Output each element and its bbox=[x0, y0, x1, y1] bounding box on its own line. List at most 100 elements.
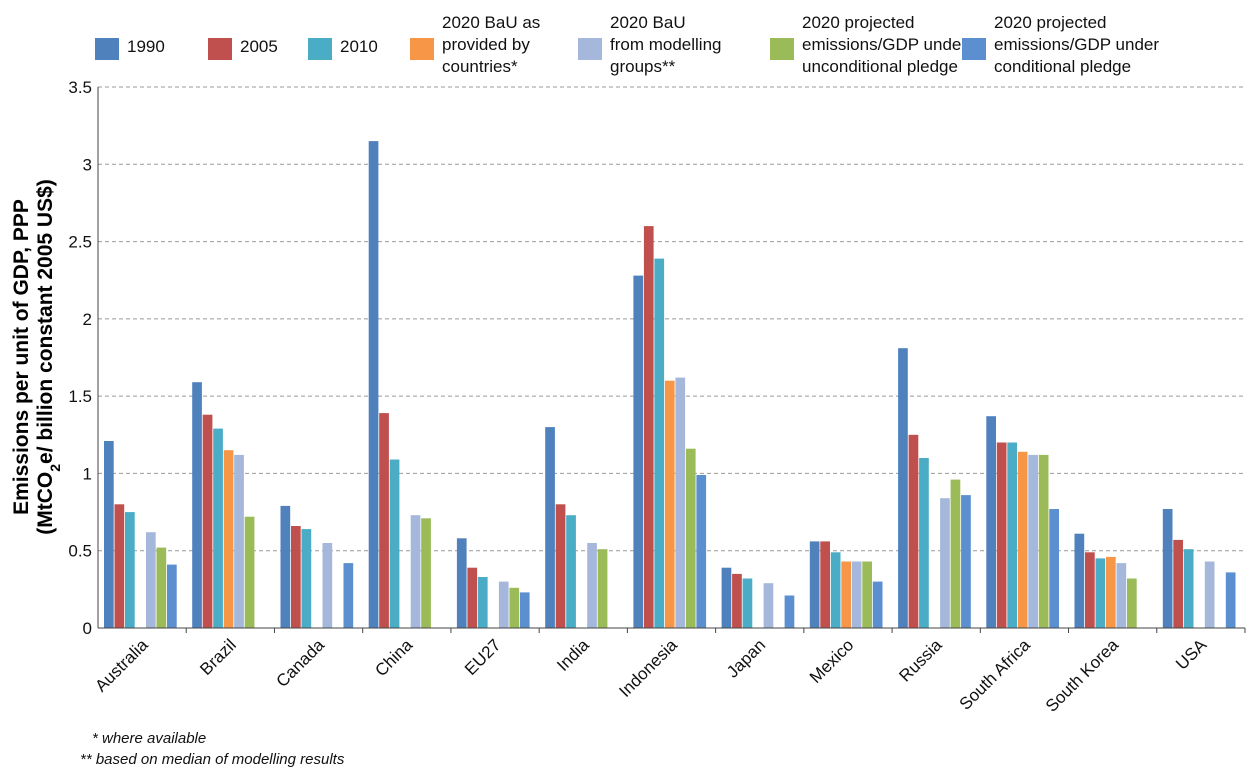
legend-swatch bbox=[962, 38, 986, 60]
legend-label: 2020 projected emissions/GDP under condi… bbox=[994, 13, 1160, 76]
x-tick-label: India bbox=[553, 635, 593, 675]
bar bbox=[1127, 578, 1137, 628]
bar bbox=[643, 226, 654, 628]
bar bbox=[919, 458, 929, 628]
footnote-median: ** based on median of modelling results bbox=[80, 751, 345, 768]
legend-label: 1990 bbox=[127, 37, 165, 56]
legend-item: 2020 projected emissions/GDP under uncon… bbox=[770, 12, 967, 78]
bar bbox=[763, 583, 774, 628]
x-axis: Australia Brazil Canada China EU27 India Indon… bbox=[91, 627, 1246, 716]
y-tick-label: 3.5 bbox=[68, 78, 92, 97]
bar bbox=[1007, 442, 1017, 628]
x-tick-label: Indonesia bbox=[615, 635, 681, 701]
x-tick-label: Australia bbox=[91, 635, 152, 696]
legend-item: 1990 bbox=[95, 36, 165, 60]
x-tick-label: Canada bbox=[272, 635, 328, 691]
legend: 1990 2005 2010 2020 BaU as provided by coun… bbox=[0, 8, 1253, 88]
bar bbox=[1085, 552, 1095, 628]
bar bbox=[1183, 549, 1194, 628]
bar bbox=[202, 414, 213, 628]
bar bbox=[343, 563, 354, 628]
bar bbox=[213, 428, 223, 628]
bar bbox=[192, 382, 202, 628]
bar bbox=[721, 567, 732, 628]
bar bbox=[742, 578, 753, 628]
y-axis: 0 0.5 1 1.5 2 2.5 3 3.5 bbox=[68, 78, 99, 638]
x-tick-label: Mexico bbox=[806, 635, 858, 687]
bar bbox=[104, 441, 114, 628]
bar bbox=[1162, 509, 1173, 628]
bar bbox=[696, 475, 707, 628]
bar bbox=[1028, 454, 1038, 628]
bar bbox=[664, 380, 675, 628]
bar bbox=[146, 532, 156, 628]
bar bbox=[509, 587, 520, 628]
bar bbox=[996, 442, 1007, 628]
bar bbox=[841, 561, 851, 628]
bar bbox=[830, 552, 841, 628]
y-tick-label: 0 bbox=[83, 619, 92, 638]
y-tick-label: 1 bbox=[83, 464, 92, 483]
bar bbox=[675, 377, 686, 628]
bar bbox=[1225, 572, 1236, 628]
x-tick-label: EU27 bbox=[461, 635, 505, 679]
bar bbox=[545, 427, 555, 628]
legend-label: 2010 bbox=[340, 37, 378, 56]
bar bbox=[1116, 563, 1127, 628]
y-tick-label: 2 bbox=[83, 310, 92, 329]
y-tick-label: 3 bbox=[83, 155, 92, 174]
y-axis-title-prefix: (MtCO bbox=[34, 472, 57, 535]
y-axis-title-line1: Emissions per unit of GDP, PPP bbox=[10, 199, 33, 515]
bar bbox=[519, 592, 530, 628]
bar bbox=[908, 434, 919, 628]
legend-swatch bbox=[95, 38, 119, 60]
bar bbox=[961, 495, 971, 628]
bar bbox=[379, 413, 389, 628]
y-tick-label: 1.5 bbox=[68, 387, 92, 406]
legend-item: 2020 projected emissions/GDP under condi… bbox=[962, 12, 1159, 78]
gridlines bbox=[98, 86, 1245, 552]
bar bbox=[555, 504, 566, 628]
bar bbox=[301, 529, 312, 628]
bar bbox=[950, 479, 961, 628]
legend-swatch bbox=[410, 38, 434, 60]
bar bbox=[986, 416, 996, 628]
bar bbox=[368, 141, 379, 628]
bar bbox=[872, 581, 883, 628]
bar bbox=[898, 348, 908, 628]
x-tick-label: USA bbox=[1172, 635, 1211, 674]
y-tick-label: 0.5 bbox=[68, 542, 92, 561]
bar bbox=[389, 459, 400, 628]
x-tick-label: South Africa bbox=[956, 635, 1035, 714]
bar bbox=[477, 577, 488, 628]
y-axis-title-subscript: 2 bbox=[47, 464, 63, 472]
bar bbox=[322, 543, 333, 628]
bar bbox=[732, 573, 742, 628]
bar bbox=[940, 498, 950, 628]
bar bbox=[167, 564, 177, 628]
bar bbox=[1049, 509, 1059, 628]
bar bbox=[685, 448, 696, 628]
legend-swatch bbox=[208, 38, 232, 60]
y-axis-title-line2: (MtCO2e/ billion constant 2005 US$) bbox=[34, 179, 63, 535]
y-axis-title-suffix: e/ billion constant 2005 US$) bbox=[34, 179, 57, 464]
bar bbox=[566, 515, 576, 628]
bar bbox=[654, 258, 665, 628]
bar bbox=[784, 595, 795, 628]
bar bbox=[223, 450, 234, 628]
y-axis-title: Emissions per unit of GDP, PPP (MtCO2e/ … bbox=[10, 179, 63, 535]
bar bbox=[114, 504, 125, 628]
bar bbox=[1204, 561, 1215, 628]
bar bbox=[1106, 556, 1116, 628]
x-tick-label: Japan bbox=[723, 635, 769, 681]
bar bbox=[1095, 558, 1106, 628]
legend-swatch bbox=[578, 38, 602, 60]
legend-swatch bbox=[770, 38, 794, 60]
bar bbox=[1017, 451, 1028, 628]
bar bbox=[156, 547, 167, 628]
legend-label: 2020 BaU as provided by countries* bbox=[442, 13, 541, 76]
bar bbox=[467, 567, 478, 628]
bar bbox=[597, 549, 608, 628]
bar bbox=[125, 512, 135, 628]
bar bbox=[809, 541, 820, 628]
